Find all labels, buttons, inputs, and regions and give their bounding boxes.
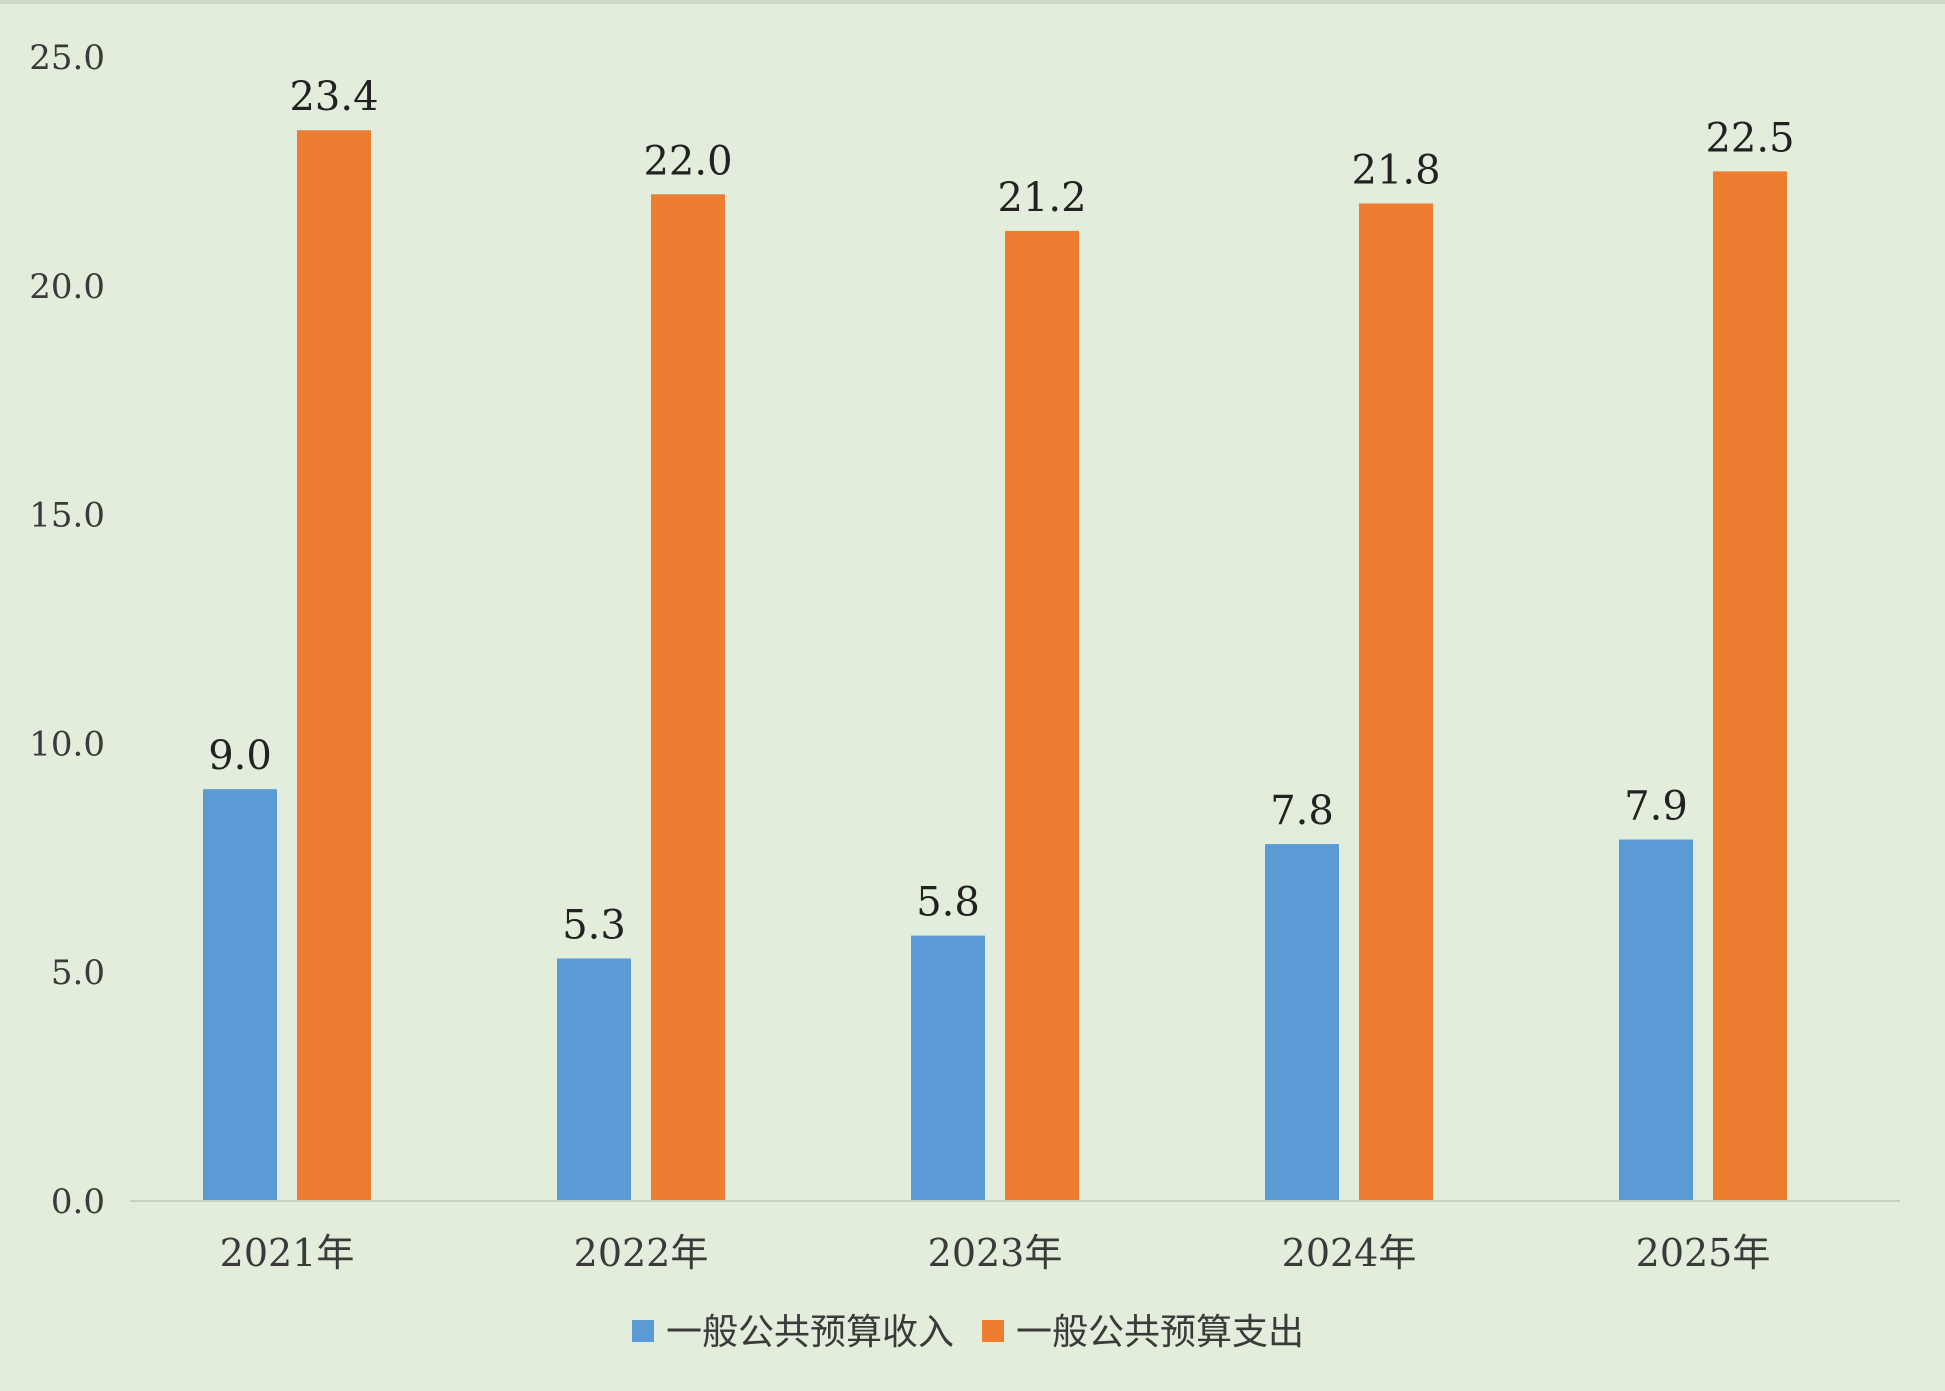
data-label: 23.4: [289, 74, 378, 120]
bar-revenue: [1619, 839, 1693, 1201]
bar-revenue: [203, 789, 277, 1201]
data-label: 5.3: [562, 902, 626, 948]
y-tick-label: 0.0: [51, 1182, 105, 1222]
legend-swatch-revenue: [632, 1320, 654, 1342]
data-label: 21.2: [997, 175, 1086, 221]
y-tick-label: 10.0: [29, 724, 105, 764]
x-tick-label: 2025年: [1636, 1231, 1771, 1275]
data-label: 22.0: [643, 138, 732, 184]
bar-chart: 0.0 5.0 10.0 15.0 20.0 25.0 9.0 23.4 5.3 22.0 5.8…: [29, 38, 1900, 1353]
y-tick-label: 25.0: [29, 38, 105, 78]
bar-expenditure: [1359, 203, 1433, 1201]
data-label: 7.9: [1624, 783, 1688, 829]
y-tick-label: 15.0: [29, 496, 105, 536]
data-label: 7.8: [1270, 788, 1334, 834]
data-label: 9.0: [208, 733, 272, 779]
legend-label: 一般公共预算支出: [1016, 1312, 1304, 1353]
bar-expenditure: [651, 194, 725, 1201]
bar-expenditure: [1713, 171, 1787, 1201]
data-label: 22.5: [1705, 115, 1794, 161]
x-tick-label: 2024年: [1282, 1231, 1417, 1275]
x-tick-label: 2023年: [928, 1231, 1063, 1275]
bar-revenue: [1265, 844, 1339, 1201]
bar-revenue: [911, 935, 985, 1201]
bar-revenue: [557, 958, 631, 1201]
x-tick-label: 2021年: [220, 1231, 355, 1275]
bar-expenditure: [1005, 230, 1079, 1201]
bar-expenditure: [297, 130, 371, 1201]
x-tick-label: 2022年: [574, 1231, 709, 1275]
y-tick-label: 20.0: [29, 267, 105, 307]
y-tick-label: 5.0: [51, 953, 105, 993]
legend-label: 一般公共预算收入: [666, 1312, 954, 1353]
legend-swatch-expenditure: [982, 1320, 1004, 1342]
data-label: 21.8: [1351, 147, 1440, 193]
data-label: 5.8: [916, 880, 980, 926]
